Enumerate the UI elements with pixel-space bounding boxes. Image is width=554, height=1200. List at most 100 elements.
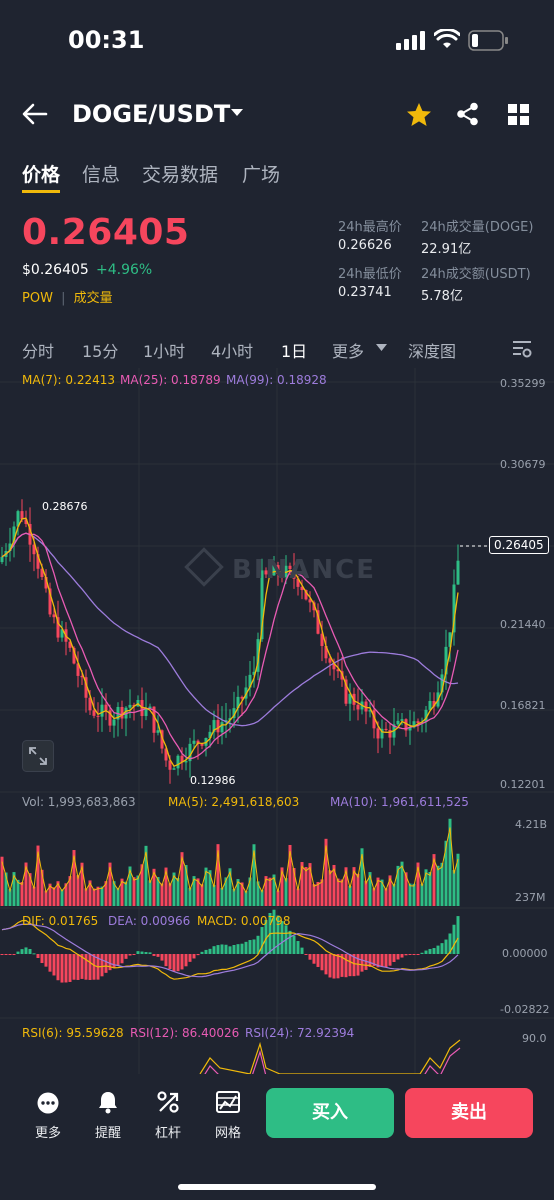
binance-watermark: BINANCE [184,547,376,587]
fullscreen-icon[interactable] [22,740,54,772]
vol-ma5-legend: MA(5): 2,491,618,603 [168,795,300,809]
timeframe-depth[interactable]: 深度图 [408,342,457,361]
volume-bar [440,862,444,906]
volume-bar [320,879,324,906]
candle-body [240,696,244,699]
more-caret-icon [376,344,387,351]
macd-histogram-bar [168,954,172,970]
tag-pow[interactable]: POW [22,291,53,306]
layout-grid-icon[interactable] [508,104,529,125]
candle-body [12,526,16,544]
volume-bar [396,865,400,906]
macd-histogram-bar [8,954,12,955]
volume-bar [188,887,192,906]
pair-header [0,90,554,140]
timeframe-1h[interactable]: 1小时 [143,342,186,361]
volume-bar [148,880,152,906]
tab-trading-data[interactable]: 交易数据 [142,164,219,186]
volume-bar [104,881,108,906]
y-tick-5: 0.12201 [500,778,546,791]
macd-histogram-bar [348,954,352,977]
volume-bar [392,883,396,906]
volume-bar [384,888,388,906]
caret-down-icon[interactable] [230,108,244,118]
candle-body [56,617,60,638]
leverage-label: 杠杆 [154,1126,181,1141]
high-value: 0.26626 [338,238,392,253]
timeframe-more[interactable]: 更多 [332,342,365,361]
macd-histogram-bar [192,954,196,959]
dea-line [1,923,459,978]
macd-histogram-bar [76,954,80,980]
macd-histogram-bar [336,954,340,979]
macd-histogram-bar [408,954,412,955]
candle-body [344,679,348,704]
volume-bar [0,856,4,906]
ma25-legend: MA(25): 0.18789 [120,373,221,387]
dif-legend: DIF: 0.01765 [22,914,99,928]
last-price: 0.26405 [22,212,190,253]
candle-body [308,599,312,603]
volume-bar [140,864,144,906]
buy-button[interactable]: 买入 [266,1088,394,1138]
volume-bar [304,867,308,906]
vol-base-label: 24h成交量(DOGE) [421,220,534,235]
y-tick-4: 0.16821 [500,699,546,712]
pair-title[interactable]: DOGE/USDT [72,100,231,128]
home-indicator [178,1184,376,1190]
volume-bar [292,868,296,906]
candle-body [388,730,392,738]
candle-body [216,720,220,733]
volume-bar [64,883,68,906]
low-value: 0.23741 [338,285,392,300]
leverage-percent-icon [157,1091,179,1113]
candle-body [320,633,324,647]
timeframe-15m[interactable]: 15分 [82,342,119,361]
tab-price[interactable]: 价格 [22,164,61,186]
timeframe-line[interactable]: 分时 [22,342,55,361]
share-icon[interactable] [456,102,480,126]
chart-canvas[interactable] [0,368,554,1074]
macd-histogram-bar [24,947,28,954]
candle-body [316,610,320,634]
star-icon[interactable] [406,102,432,127]
volume-bar [180,852,184,906]
tab-info[interactable]: 信息 [82,164,121,186]
volume-bar [60,889,64,906]
tag-volume[interactable]: 成交量 [73,291,113,306]
timeframe-4h[interactable]: 4小时 [211,342,254,361]
vol-base-value: 22.91亿 [421,242,472,257]
volume-bar [28,873,32,906]
candle-body [164,748,168,761]
macd-histogram-bar [228,946,232,954]
macd-histogram-bar [260,927,264,954]
volume-bar [388,875,392,906]
more-label: 更多 [34,1126,61,1141]
moving-average-lines [1,517,459,768]
volume-bar [196,878,200,906]
timeframe-1d[interactable]: 1日 [281,342,308,361]
status-time: 00:31 [68,26,145,54]
candle-body [292,569,296,579]
volume-bar [432,854,436,906]
candle-body [312,602,316,611]
high-label: 24h最高价 [338,220,402,235]
macd-histogram-bar [116,954,120,966]
macd-histogram-bar [68,954,72,982]
macd-histogram-bar [420,952,424,954]
tab-square[interactable]: 广场 [242,164,281,186]
back-arrow-icon[interactable] [22,103,48,125]
candle-body [120,706,124,719]
volume-bar [244,890,248,906]
chart-settings-icon[interactable] [512,340,532,358]
volume-bar [268,877,272,906]
macd-histogram-bar [388,954,392,966]
candle-body [396,720,400,725]
macd-histogram-bar [244,941,248,954]
macd-histogram-bar [32,953,36,955]
candle-body [24,519,28,524]
vol-legend: Vol: 1,993,683,863 [22,795,136,809]
sell-button[interactable]: 卖出 [405,1088,533,1138]
macd-histogram-bar [124,954,128,959]
candle-body [112,719,116,726]
